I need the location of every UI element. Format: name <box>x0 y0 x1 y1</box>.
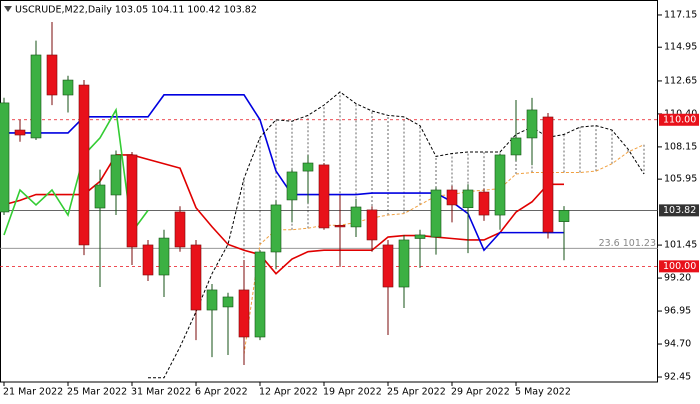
candle-body <box>126 154 138 248</box>
indicator-line <box>148 91 645 379</box>
x-tick-label: 21 Mar 2022 <box>3 387 63 398</box>
x-tick-label: 31 Mar 2022 <box>131 387 191 398</box>
candle-body <box>510 137 522 156</box>
candle-body <box>94 184 106 209</box>
level-label-box <box>659 113 699 126</box>
candle-body <box>302 162 314 172</box>
candle-body <box>110 154 122 196</box>
title-icon <box>4 6 12 12</box>
candle-body <box>254 251 266 338</box>
candle-body <box>558 210 570 222</box>
y-tick-label: 94.70 <box>664 339 691 350</box>
level-label: 103.82 <box>663 205 696 216</box>
x-tick-label: 19 Apr 2022 <box>323 387 382 398</box>
candle-body <box>158 237 170 276</box>
y-tick-label: 92.45 <box>664 372 691 383</box>
candle-body <box>206 289 218 311</box>
candle-body <box>62 79 74 96</box>
y-tick-label: 114.95 <box>664 42 697 53</box>
level-label: 23.6 101.23 <box>599 238 656 249</box>
candle-body <box>526 109 538 139</box>
candle-body <box>0 102 10 213</box>
level-label-box <box>659 204 699 217</box>
candle-body <box>190 244 202 311</box>
candle-body <box>350 206 362 228</box>
candle-body <box>398 239 410 288</box>
indicator-line <box>3 154 564 275</box>
candle-body <box>462 189 474 209</box>
candle-body <box>270 204 282 253</box>
x-tick-label: 12 Apr 2022 <box>259 387 318 398</box>
x-tick-label: 6 Apr 2022 <box>195 387 248 398</box>
y-tick-label: 96.95 <box>664 306 691 317</box>
x-tick-label: 25 Mar 2022 <box>67 387 127 398</box>
candle-body <box>30 54 42 139</box>
y-tick-label: 117.15 <box>664 9 697 20</box>
candle-body <box>46 54 58 96</box>
candle-body <box>238 289 250 338</box>
chart-title: USCRUDE,M22,Daily 103.05 104.11 100.42 1… <box>15 5 257 16</box>
candle-body <box>14 129 26 136</box>
candle-body <box>142 244 154 276</box>
x-tick-label: 25 Apr 2022 <box>387 387 446 398</box>
candle-body <box>366 209 378 241</box>
indicator-line <box>3 107 149 236</box>
y-tick-label: 99.20 <box>664 273 691 284</box>
candle-body <box>318 164 330 229</box>
candle-body <box>414 234 426 239</box>
y-tick-label: 105.95 <box>664 174 697 185</box>
y-tick-label: 101.45 <box>664 240 697 251</box>
candle-body <box>382 244 394 288</box>
candle-body <box>446 189 458 206</box>
candle-body <box>542 116 554 233</box>
level-label-box <box>659 260 699 273</box>
candle-body <box>222 296 234 308</box>
level-label: 110.00 <box>663 114 696 125</box>
candle-body <box>494 154 506 216</box>
candle-body <box>430 189 442 238</box>
y-tick-label: 108.15 <box>664 141 697 152</box>
candle-body <box>478 191 490 216</box>
candle-body <box>334 225 346 228</box>
candle-body <box>286 171 298 201</box>
indicator-line <box>243 144 645 355</box>
indicator-line <box>4 94 564 252</box>
x-tick-label: 5 May 2022 <box>515 387 571 398</box>
candle-body <box>174 211 186 248</box>
y-tick-label: 112.65 <box>664 75 697 86</box>
x-tick-label: 29 Apr 2022 <box>451 387 510 398</box>
level-label: 100.00 <box>663 261 696 272</box>
candle-body <box>78 84 90 246</box>
